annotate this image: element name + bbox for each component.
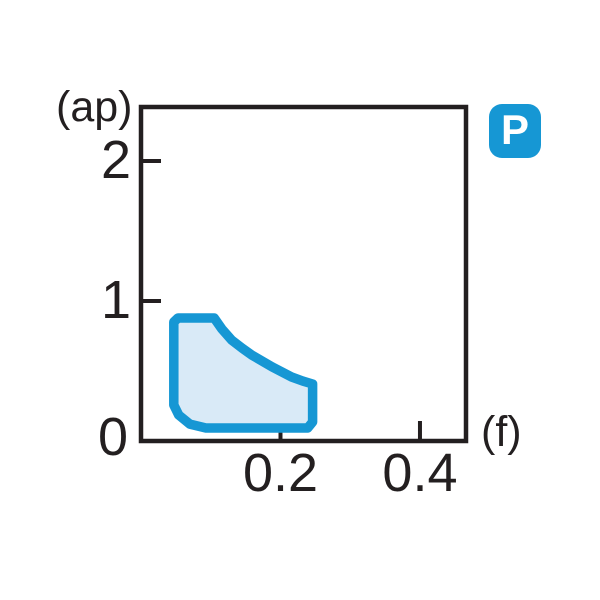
axes-group: 0.2 0.4 1 2 <box>101 104 469 503</box>
y-axis-label: (ap) <box>56 83 132 131</box>
origin-tick-label: 0 <box>98 407 128 467</box>
plot-frame <box>138 104 469 444</box>
iso-p-badge: P <box>489 104 541 158</box>
x-axis-label: (f) <box>481 408 522 456</box>
iso-p-badge-letter: P <box>500 106 529 153</box>
recommended-range-region <box>169 313 318 433</box>
region-group <box>169 313 318 433</box>
x-tick-label: 0.4 <box>382 443 457 503</box>
y-tick-label: 1 <box>101 270 131 330</box>
x-tick-label: 0.2 <box>243 443 318 503</box>
y-tick-label: 2 <box>101 130 131 190</box>
